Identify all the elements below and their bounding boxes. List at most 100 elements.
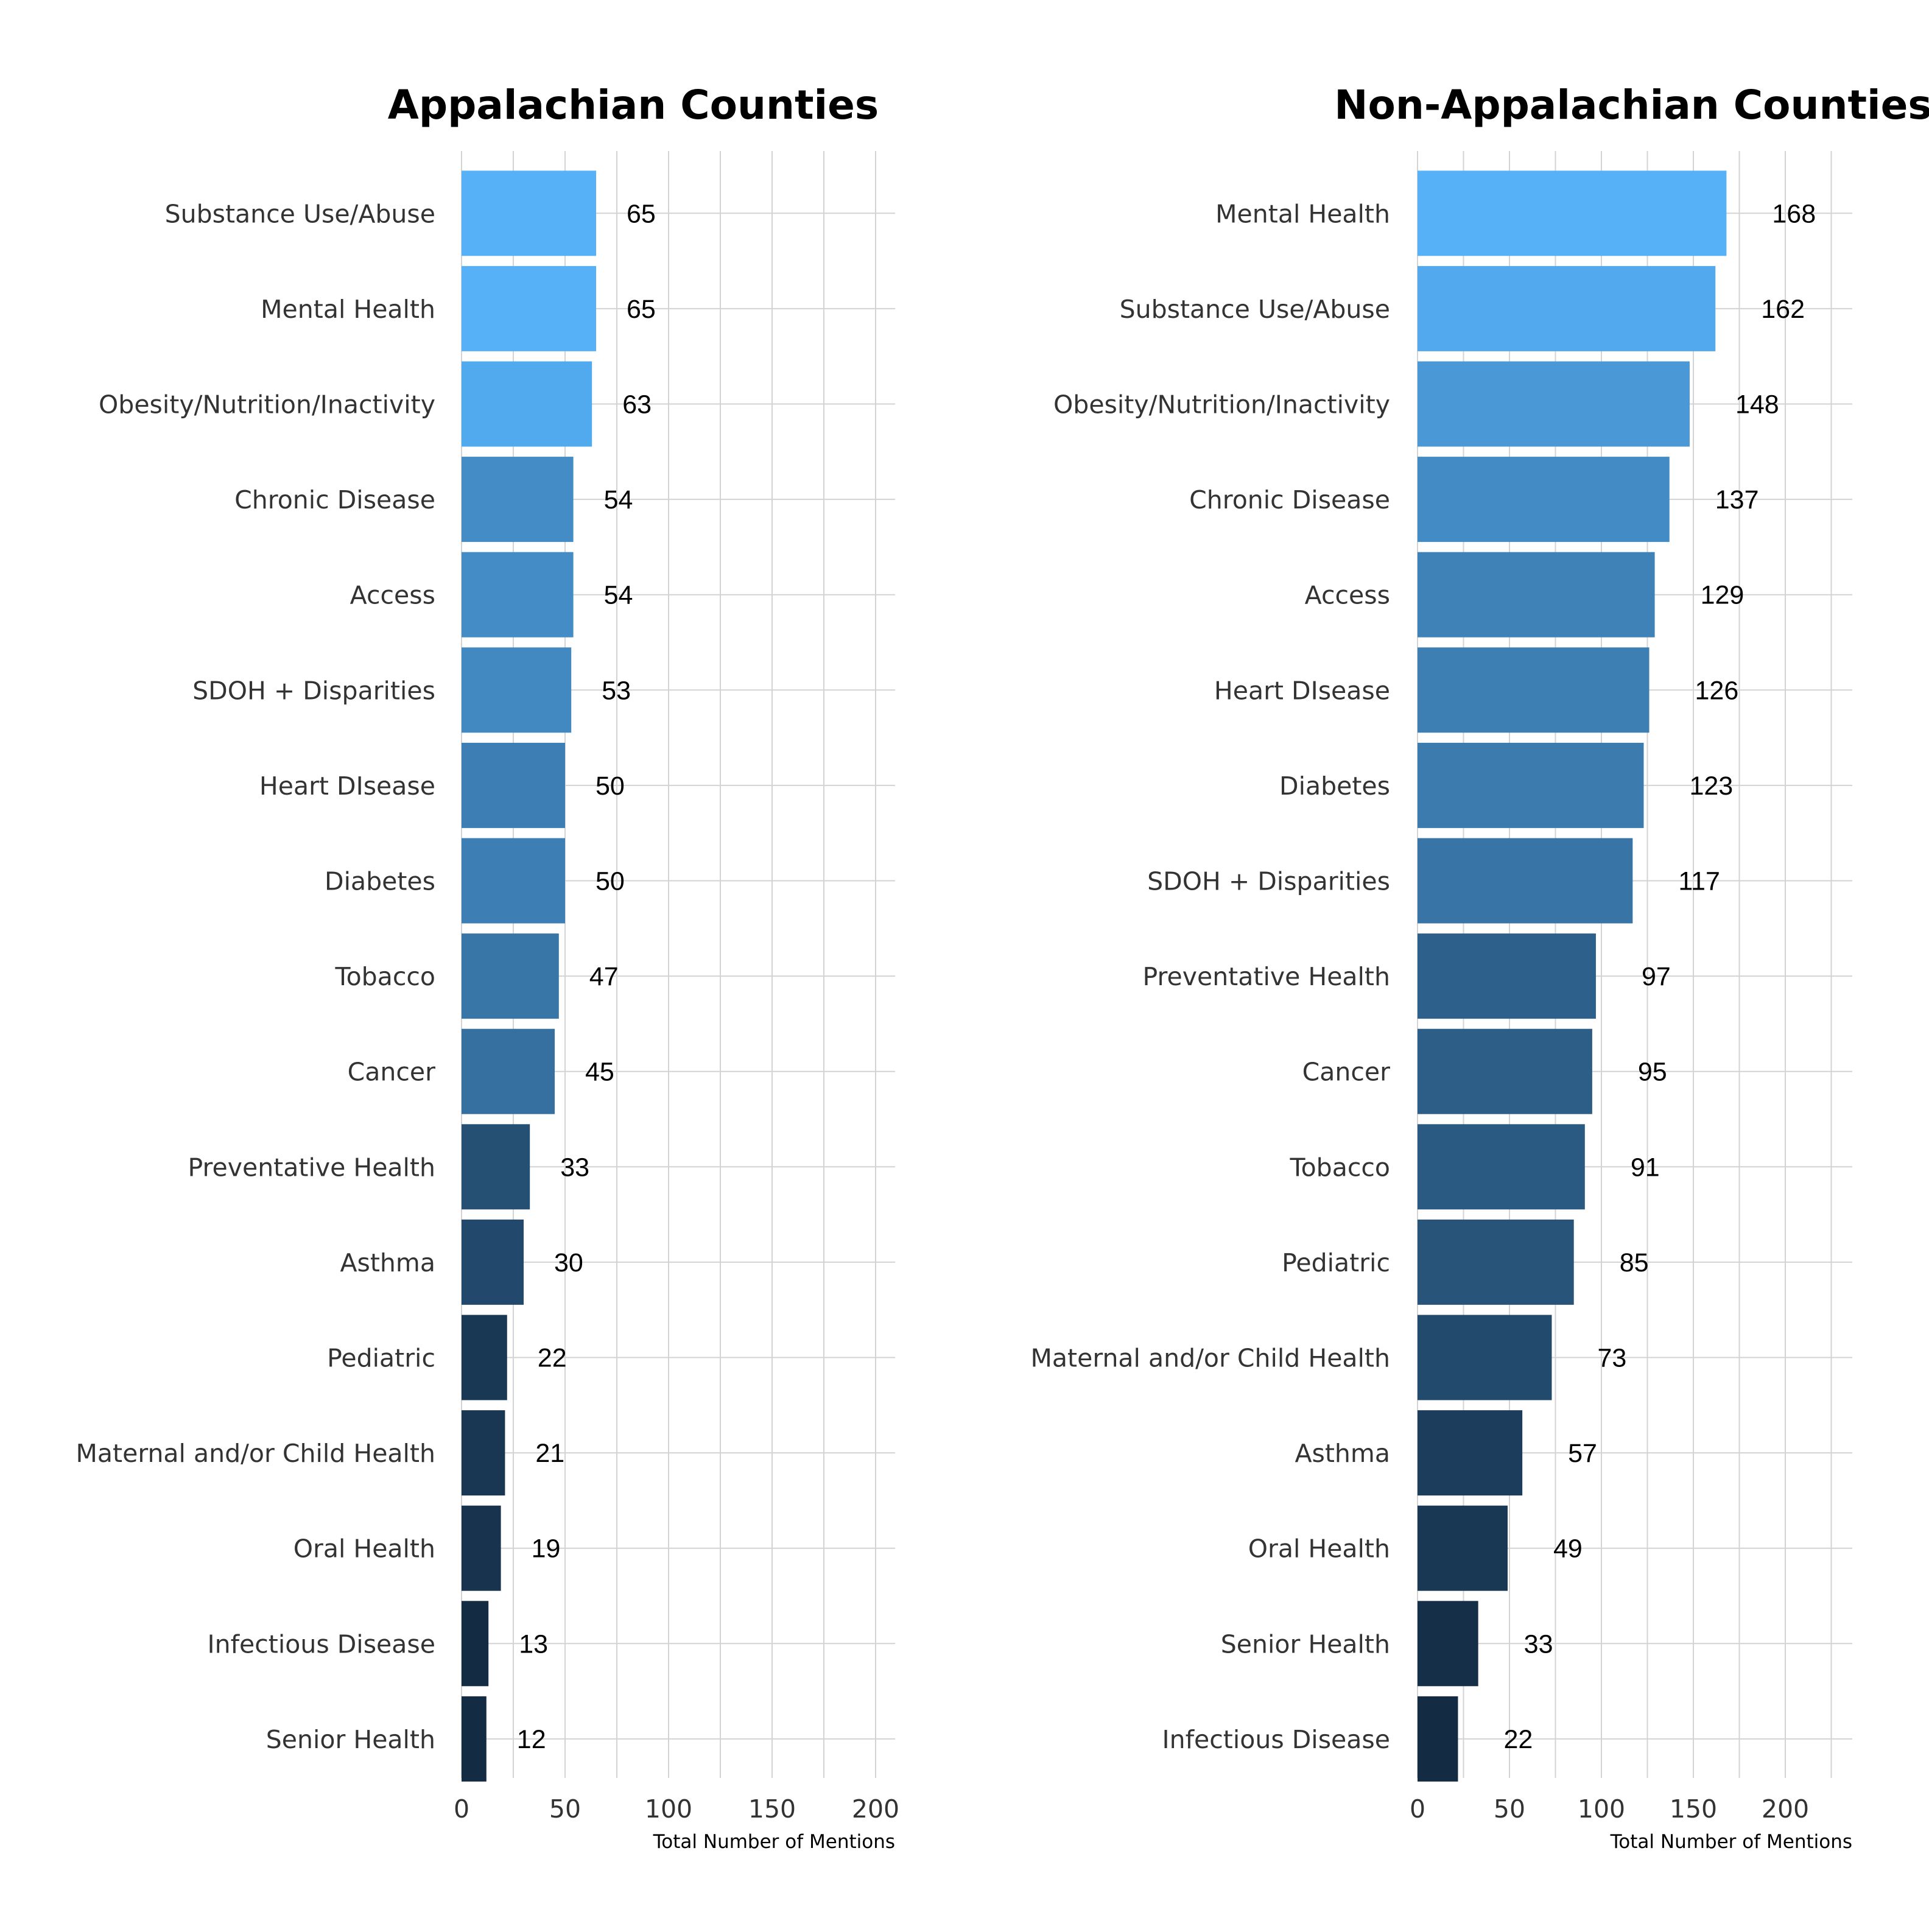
bar [1418, 265, 1716, 351]
category-label: Cancer [1302, 1058, 1391, 1087]
category-label: Mental Health [261, 295, 435, 324]
bar [462, 1696, 487, 1782]
bar [462, 1505, 501, 1591]
data-label: 33 [1524, 1629, 1553, 1659]
bar [1418, 552, 1655, 638]
x-tick-label: 150 [1670, 1794, 1717, 1824]
chart-panel-1: Appalachian Counties Substance Use/Abuse 6… [76, 82, 900, 1853]
x-tick-label: 100 [645, 1794, 692, 1824]
x-tick-label: 100 [1578, 1794, 1625, 1824]
category-label: Heart DIsease [1214, 676, 1390, 705]
category-label: Heart DIsease [259, 771, 435, 801]
bar [1418, 1410, 1523, 1496]
data-label: 85 [1620, 1248, 1649, 1277]
x-tick-label: 50 [1494, 1794, 1525, 1824]
data-label: 91 [1631, 1153, 1660, 1182]
bar [462, 1601, 489, 1687]
category-label: Chronic Disease [234, 485, 435, 515]
data-label: 19 [532, 1534, 561, 1564]
category-label: Tobacco [335, 962, 435, 991]
data-label: 45 [585, 1058, 614, 1087]
data-label: 54 [604, 485, 633, 515]
category-label: Access [1305, 581, 1390, 610]
category-label: Oral Health [1248, 1534, 1390, 1564]
category-label: Obesity/Nutrition/Inactivity [1053, 390, 1390, 420]
bar [462, 742, 565, 828]
category-label: Substance Use/Abuse [1120, 295, 1390, 324]
category-label: Senior Health [266, 1725, 435, 1754]
data-label: 50 [596, 867, 625, 896]
x-tick-label: 200 [852, 1794, 899, 1824]
bar [462, 170, 596, 256]
category-label: Oral Health [293, 1534, 435, 1564]
bar [1418, 1315, 1552, 1400]
category-label: Obesity/Nutrition/Inactivity [99, 390, 435, 420]
data-label: 30 [554, 1248, 583, 1277]
category-label: Asthma [340, 1248, 435, 1277]
category-label: Maternal and/or Child Health [76, 1439, 435, 1468]
data-label: 73 [1597, 1344, 1626, 1373]
bar [462, 1028, 555, 1114]
category-label: Preventative Health [188, 1153, 435, 1182]
x-axis-title: Total Number of Mentions [653, 1831, 895, 1853]
bar [462, 1219, 524, 1305]
bar [462, 361, 592, 447]
x-tick-label: 200 [1762, 1794, 1809, 1824]
bar [462, 552, 574, 638]
data-label: 162 [1761, 295, 1805, 324]
data-label: 117 [1678, 867, 1720, 896]
x-tick-label: 0 [454, 1794, 469, 1824]
data-label: 13 [519, 1629, 548, 1659]
data-label: 57 [1568, 1439, 1597, 1468]
category-label: Chronic Disease [1189, 485, 1390, 515]
category-label: Tobacco [1290, 1153, 1390, 1182]
bar [1418, 838, 1633, 924]
bar [1418, 457, 1670, 543]
category-label: Senior Health [1221, 1629, 1390, 1659]
x-tick-label: 0 [1410, 1794, 1425, 1824]
bar [1418, 1124, 1585, 1210]
bar [1418, 647, 1650, 733]
data-label: 123 [1689, 771, 1733, 801]
bar [1418, 361, 1690, 447]
grid-lines [461, 151, 895, 1778]
chart-title: Appalachian Counties [388, 82, 879, 128]
bar [462, 647, 572, 733]
bar [462, 265, 596, 351]
data-label: 97 [1642, 962, 1671, 991]
data-label: 49 [1553, 1534, 1583, 1564]
x-tick-label: 50 [549, 1794, 581, 1824]
bar [462, 1124, 530, 1210]
category-label: Mental Health [1215, 199, 1390, 228]
category-label: Asthma [1295, 1439, 1390, 1468]
bar [462, 1315, 507, 1400]
category-label: Preventative Health [1143, 962, 1390, 991]
bar [462, 1410, 505, 1496]
data-label: 50 [596, 771, 625, 801]
data-label: 126 [1695, 676, 1739, 705]
bar [1418, 1505, 1508, 1591]
bar [1418, 1601, 1478, 1687]
data-label: 95 [1638, 1058, 1667, 1087]
category-label: Substance Use/Abuse [165, 199, 435, 228]
category-label: SDOH + Disparities [1147, 867, 1390, 896]
data-label: 21 [535, 1439, 564, 1468]
data-label: 22 [1503, 1725, 1533, 1754]
category-label: Pediatric [327, 1344, 435, 1373]
category-label: SDOH + Disparities [192, 676, 435, 705]
category-label: Access [350, 581, 435, 610]
bar [462, 933, 559, 1019]
category-label: Pediatric [1282, 1248, 1390, 1277]
data-label: 63 [622, 390, 652, 420]
data-label: 65 [627, 199, 656, 228]
data-label: 65 [627, 295, 656, 324]
category-label: Infectious Disease [1162, 1725, 1390, 1754]
data-label: 148 [1735, 390, 1779, 420]
bar [462, 838, 565, 924]
data-label: 129 [1701, 581, 1745, 610]
bar [1418, 1696, 1458, 1782]
data-label: 137 [1715, 485, 1759, 515]
bar [1418, 933, 1596, 1019]
